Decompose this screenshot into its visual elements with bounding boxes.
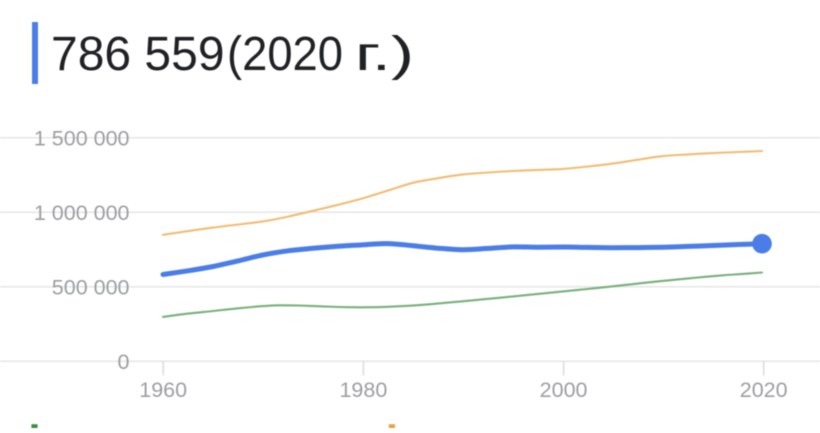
svg-text:0: 0 [118,350,130,374]
svg-text:1 000 000: 1 000 000 [34,201,130,225]
svg-text:2020: 2020 [740,378,788,402]
svg-text:500 000: 500 000 [52,275,130,299]
svg-text:2000: 2000 [540,378,588,402]
svg-text:г.): г.) [355,28,414,81]
svg-text:(2020: (2020 [227,28,343,81]
svg-text:1980: 1980 [339,378,387,402]
svg-text:1 500 000: 1 500 000 [34,126,130,150]
svg-text:786 559: 786 559 [51,28,225,81]
svg-text:1960: 1960 [139,378,187,402]
